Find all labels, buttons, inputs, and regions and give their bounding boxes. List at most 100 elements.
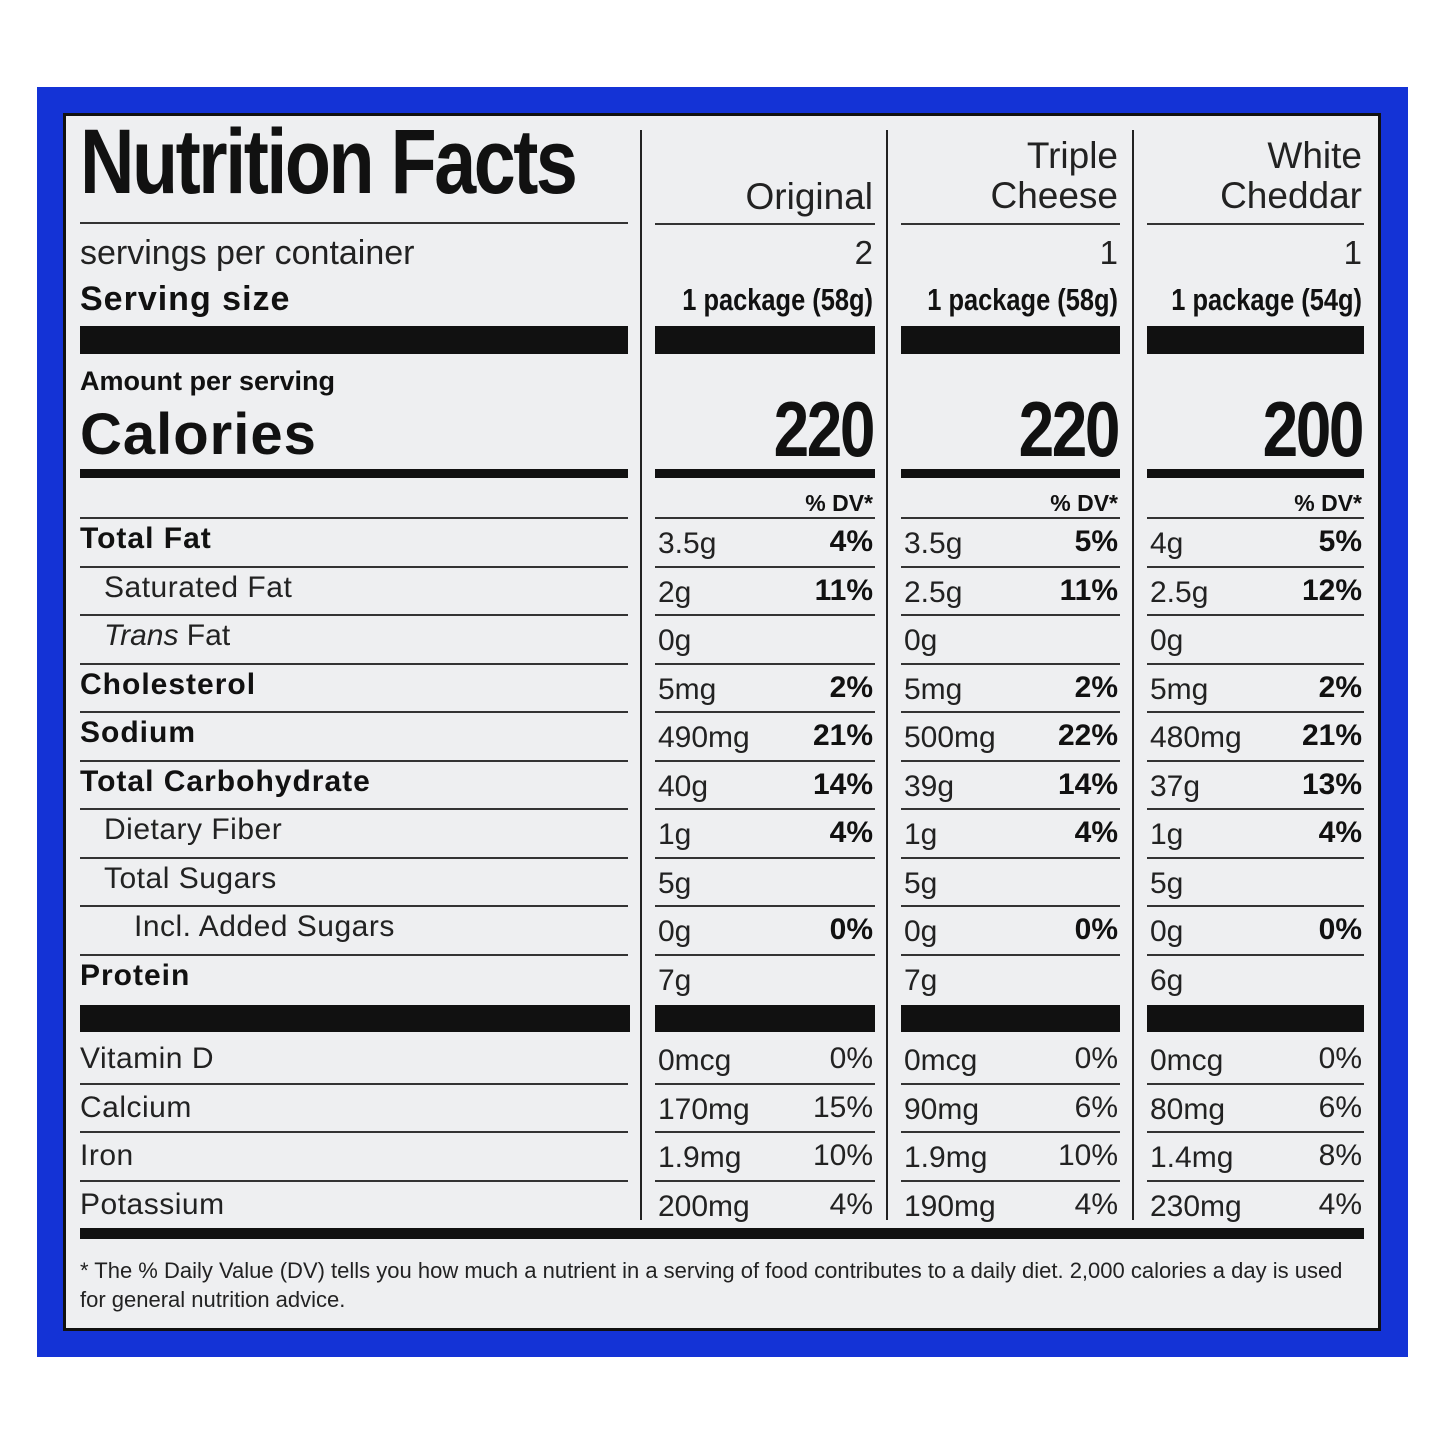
- servings-value: 1: [1099, 234, 1118, 271]
- column-divider: [640, 130, 642, 1220]
- dv-value: 13%: [1301, 767, 1362, 801]
- column-header-text: Original: [745, 176, 874, 217]
- nutrient-total-fat-label: Total Fat: [80, 522, 212, 555]
- row-divider: [655, 759, 875, 762]
- row-divider: [80, 759, 628, 762]
- row-divider: [1147, 614, 1364, 616]
- nutrient-total-sugars-label: Total Sugars: [104, 861, 277, 895]
- thick-rule: [1147, 1005, 1364, 1032]
- servings-label: servings per container: [80, 234, 415, 272]
- amount-value: 0mcg: [1150, 1044, 1224, 1077]
- dv-value: 21%: [1301, 719, 1362, 752]
- dv-value: 4%: [1074, 816, 1118, 849]
- amount-value: 1g: [1150, 818, 1184, 851]
- calories-value: 200: [1262, 385, 1365, 473]
- dv-value: 0%: [1074, 913, 1118, 946]
- trans-rest: Fat: [178, 619, 231, 652]
- amount-value: 40g: [658, 769, 709, 803]
- header-rule: [655, 223, 875, 225]
- dv-value: 22%: [1057, 719, 1118, 752]
- amount-value: 3.5g: [904, 527, 963, 560]
- amount-value: 5mg: [1150, 672, 1209, 706]
- row-divider: [80, 517, 628, 519]
- dv-value: 2%: [829, 670, 873, 704]
- row-divider: [655, 614, 875, 616]
- dv-value: 10%: [1057, 1139, 1118, 1172]
- amount-value: 0mcg: [904, 1044, 978, 1077]
- row-divider: [1147, 1179, 1364, 1182]
- dv-header: % DV*: [1050, 490, 1118, 516]
- row-divider: [901, 1082, 1120, 1085]
- dv-header: % DV*: [805, 490, 873, 516]
- column-header: White Cheddar: [1147, 136, 1362, 216]
- amount-value: 7g: [904, 963, 938, 997]
- row-divider: [80, 856, 628, 859]
- row-divider: [901, 953, 1120, 956]
- amount-value: 1g: [658, 818, 692, 851]
- calories-label: Calories: [80, 402, 317, 467]
- nutrient-total-carbohydrate-label: Total Carbohydrate: [80, 764, 371, 798]
- page-title: Nutrition Facts: [80, 111, 578, 213]
- header-rule: [901, 223, 1120, 225]
- dv-value: 8%: [1318, 1139, 1362, 1172]
- row-divider: [80, 905, 628, 907]
- row-divider: [655, 711, 875, 713]
- row-divider: [655, 662, 875, 665]
- row-divider: [1147, 759, 1364, 762]
- row-divider: [1147, 711, 1364, 713]
- dv-value: 15%: [812, 1090, 873, 1124]
- nutrient-trans-fat-label: Trans FatTrans Fat: [104, 619, 230, 653]
- row-divider: [901, 517, 1120, 519]
- serving-size-value: 1 package (58g): [927, 282, 1118, 317]
- row-divider: [901, 808, 1120, 810]
- amount-value: 200mg: [658, 1189, 750, 1223]
- row-divider: [655, 565, 875, 568]
- dv-value: 4%: [829, 525, 873, 558]
- amount-value: 90mg: [904, 1092, 980, 1126]
- serving-size-value: 1 package (58g): [682, 282, 873, 317]
- row-divider: [655, 1131, 875, 1133]
- row-divider: [80, 614, 628, 616]
- thick-rule: [1147, 326, 1364, 354]
- dv-value: 11%: [1059, 573, 1118, 607]
- dv-value: 14%: [1057, 767, 1118, 801]
- vitamin-potassium-label: Potassium: [80, 1187, 225, 1221]
- amount-value: 80mg: [1150, 1092, 1226, 1126]
- amount-value: 2.5g: [1150, 575, 1209, 609]
- column-header: Original: [655, 176, 874, 217]
- dv-value: 4%: [829, 816, 873, 849]
- serving-size-value: 1 package (54g): [1171, 282, 1362, 317]
- amount-value: 1.9mg: [658, 1141, 742, 1174]
- amount-value: 5mg: [658, 672, 717, 706]
- row-divider: [1147, 905, 1364, 907]
- column-header-text: Triple Cheese: [990, 135, 1118, 216]
- amount-value: 7g: [658, 963, 692, 997]
- row-divider: [1147, 662, 1364, 665]
- dv-value: 11%: [814, 573, 873, 607]
- dv-value: 0%: [1318, 913, 1362, 946]
- amount-value: 3.5g: [658, 527, 717, 560]
- column-header: Triple Cheese: [901, 136, 1118, 216]
- dv-value: 21%: [812, 719, 873, 752]
- amount-value: 0g: [658, 915, 692, 948]
- thick-rule: [80, 326, 628, 354]
- nutrient-cholesterol-label: Cholesterol: [80, 667, 257, 701]
- dv-value: 2%: [1074, 670, 1118, 704]
- amount-value: 1g: [904, 818, 938, 851]
- amount-value: 1.4mg: [1150, 1141, 1234, 1174]
- row-divider: [901, 565, 1120, 568]
- row-divider: [901, 856, 1120, 859]
- row-divider: [1147, 808, 1364, 810]
- dv-value: 0%: [1074, 1042, 1118, 1075]
- title-rule: [80, 222, 628, 224]
- serving-size-label: Serving size: [80, 280, 291, 318]
- amount-value: 480mg: [1150, 721, 1242, 754]
- amount-value: 5g: [1150, 866, 1184, 900]
- row-divider: [901, 905, 1120, 907]
- nutrition-panel: [63, 113, 1381, 1331]
- amount-value: 5g: [904, 866, 938, 900]
- footnote: * The % Daily Value (DV) tells you how m…: [80, 1258, 1343, 1312]
- nutrient-protein-label: Protein: [80, 958, 191, 992]
- dv-value: 4%: [1074, 1187, 1118, 1221]
- row-divider: [655, 905, 875, 907]
